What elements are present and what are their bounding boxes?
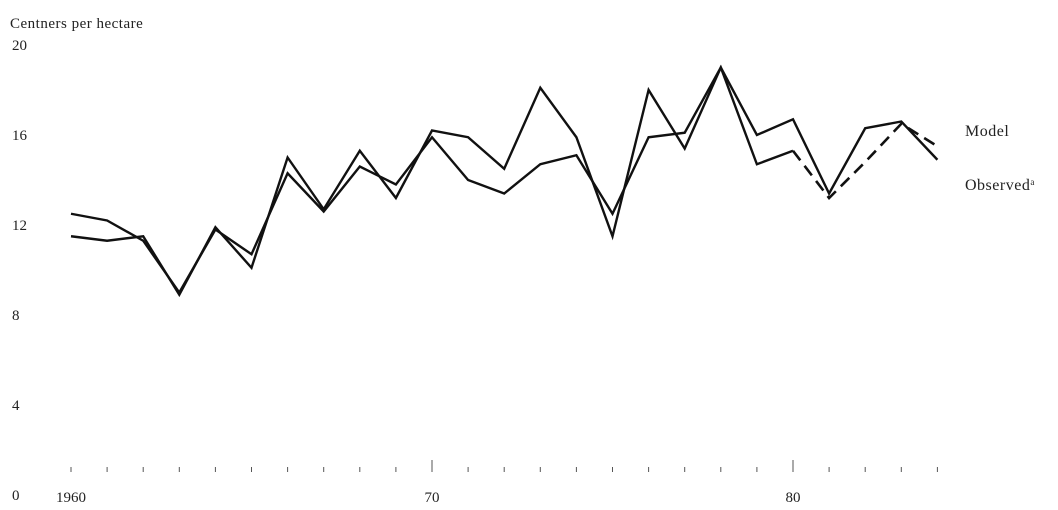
series-line-observed-dashed xyxy=(791,122,939,200)
x-tick-label-70: 70 xyxy=(425,490,440,506)
y-tick-label-8: 8 xyxy=(12,308,20,324)
y-tick-label-20: 20 xyxy=(12,38,27,54)
x-axis: 1960 70 80 xyxy=(56,460,938,506)
legend-model: Model xyxy=(965,123,1009,140)
series-lines xyxy=(70,64,939,298)
y-tick-label-12: 12 xyxy=(12,218,27,234)
y-axis-label: Centners per hectare xyxy=(10,16,143,32)
y-tick-label-4: 4 xyxy=(12,398,20,414)
y-tick-label-16: 16 xyxy=(12,128,28,144)
legend-observed-note-mark: a xyxy=(1030,177,1035,187)
y-tick-labels: 20 16 12 8 4 0 xyxy=(12,38,28,504)
series-line-model xyxy=(70,64,939,298)
y-tick-label-0: 0 xyxy=(12,488,20,504)
x-tick-label-80: 80 xyxy=(786,490,801,506)
x-tick-label-1960: 1960 xyxy=(56,490,86,506)
legend-observed-name: Observed xyxy=(965,177,1030,194)
series-line-observed xyxy=(70,64,794,295)
legend-observed: Observeda xyxy=(965,177,1035,194)
